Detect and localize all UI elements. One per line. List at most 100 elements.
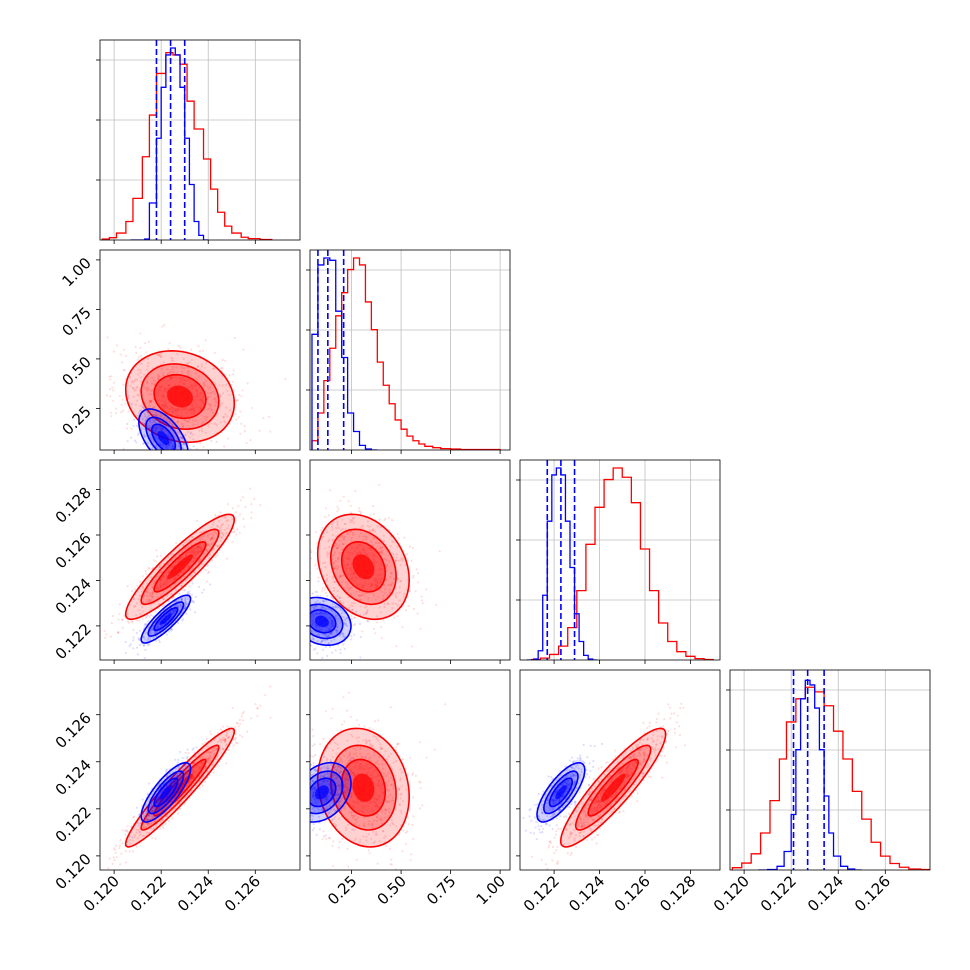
blue-sample-point bbox=[176, 761, 179, 764]
blue-sample-point bbox=[136, 433, 139, 436]
red-sample-point bbox=[191, 404, 194, 407]
red-sample-point bbox=[207, 759, 210, 763]
red-sample-point bbox=[331, 749, 335, 752]
red-sample-point bbox=[215, 440, 218, 443]
red-sample-point bbox=[339, 759, 342, 762]
red-sample-point bbox=[379, 743, 382, 746]
red-sample-point bbox=[395, 596, 398, 599]
red-sample-point bbox=[386, 564, 389, 567]
red-sample-point bbox=[322, 775, 326, 778]
red-sample-point bbox=[342, 537, 345, 540]
blue-sample-point bbox=[353, 633, 356, 636]
red-sample-point bbox=[133, 833, 137, 837]
red-sample-point bbox=[370, 766, 373, 769]
red-sample-point bbox=[344, 528, 347, 531]
blue-contour bbox=[310, 609, 337, 634]
red-sample-point bbox=[337, 557, 340, 560]
blue-sample-point bbox=[146, 441, 149, 444]
red-sample-point bbox=[165, 775, 168, 778]
red-sample-point bbox=[211, 536, 214, 539]
red-sample-point bbox=[186, 551, 190, 554]
blue-sample-point bbox=[186, 431, 189, 434]
red-sample-point bbox=[197, 763, 200, 766]
red-sample-point bbox=[135, 831, 138, 834]
red-sample-point bbox=[187, 369, 190, 373]
red-sample-point bbox=[193, 552, 196, 556]
red-sample-point bbox=[146, 357, 149, 360]
red-sample-point bbox=[232, 530, 235, 534]
red-sample-point bbox=[184, 541, 187, 545]
blue-sample-point bbox=[303, 624, 305, 626]
red-sample-point bbox=[235, 741, 238, 744]
red-sample-point bbox=[366, 520, 369, 523]
blue-sample-point bbox=[189, 608, 192, 611]
red-sample-point bbox=[363, 580, 366, 584]
red-sample-point bbox=[184, 796, 187, 800]
red-sample-point bbox=[354, 800, 357, 803]
red-sample-point bbox=[156, 392, 159, 396]
red-sample-point bbox=[213, 392, 216, 395]
red-sample-point bbox=[144, 569, 147, 573]
red-sample-point bbox=[158, 602, 161, 606]
red-sample-point bbox=[158, 566, 162, 569]
red-sample-point bbox=[415, 568, 418, 571]
red-sample-point bbox=[338, 846, 341, 849]
red-sample-point bbox=[132, 816, 135, 819]
red-sample-point bbox=[384, 816, 387, 819]
red-sample-point bbox=[363, 816, 366, 819]
blue-sample-point bbox=[190, 593, 193, 596]
red-sample-point bbox=[343, 791, 346, 795]
red-sample-point bbox=[110, 375, 113, 378]
blue-sample-point bbox=[148, 404, 151, 407]
red-sample-point bbox=[373, 563, 376, 566]
red-sample-point bbox=[138, 830, 141, 833]
red-sample-point bbox=[145, 590, 148, 593]
red-sample-point bbox=[198, 406, 201, 409]
red-sample-point bbox=[344, 791, 347, 795]
blue-sample-point bbox=[167, 611, 170, 615]
red-sample-point bbox=[367, 767, 370, 770]
red-sample-point bbox=[358, 763, 362, 766]
red-sample-point bbox=[159, 577, 162, 580]
red-sample-point bbox=[136, 619, 139, 622]
red-sample-point bbox=[122, 383, 125, 387]
red-sample-point bbox=[371, 552, 374, 555]
panel-frame bbox=[309, 249, 511, 451]
red-sample-point bbox=[194, 563, 197, 566]
red-sample-point bbox=[373, 754, 376, 757]
blue-sample-point bbox=[171, 444, 174, 447]
blue-sample-point bbox=[183, 597, 187, 600]
red-sample-point bbox=[338, 544, 341, 547]
red-sample-point bbox=[370, 583, 373, 587]
red-sample-point bbox=[220, 536, 223, 540]
red-sample-point bbox=[170, 553, 173, 556]
red-sample-point bbox=[336, 524, 339, 527]
red-sample-point bbox=[367, 770, 370, 773]
red-sample-point bbox=[344, 564, 348, 567]
red-sample-point bbox=[112, 856, 115, 859]
red-sample-point bbox=[202, 761, 205, 764]
red-sample-point bbox=[379, 561, 382, 564]
blue-sample-point bbox=[172, 611, 175, 614]
red-sample-point bbox=[250, 511, 253, 514]
red-sample-point bbox=[195, 773, 198, 776]
blue-sample-point bbox=[143, 644, 146, 647]
red-sample-point bbox=[98, 622, 100, 624]
red-sample-point bbox=[218, 384, 221, 387]
red-sample-point bbox=[209, 386, 212, 389]
red-sample-point bbox=[189, 386, 192, 389]
red-sample-point bbox=[397, 787, 400, 790]
blue-sample-point bbox=[165, 445, 168, 448]
red-sample-point bbox=[162, 374, 166, 377]
red-sample-point bbox=[215, 401, 219, 404]
red-sample-point bbox=[199, 405, 202, 408]
red-sample-point bbox=[344, 807, 347, 810]
red-sample-point bbox=[181, 556, 184, 559]
red-sample-point bbox=[109, 411, 112, 414]
red-sample-point bbox=[236, 528, 239, 531]
blue-sample-point bbox=[330, 625, 333, 628]
red-sample-point bbox=[156, 414, 159, 417]
red-sample-point bbox=[174, 412, 177, 416]
red-sample-point bbox=[343, 535, 346, 538]
red-sample-point bbox=[126, 620, 129, 623]
